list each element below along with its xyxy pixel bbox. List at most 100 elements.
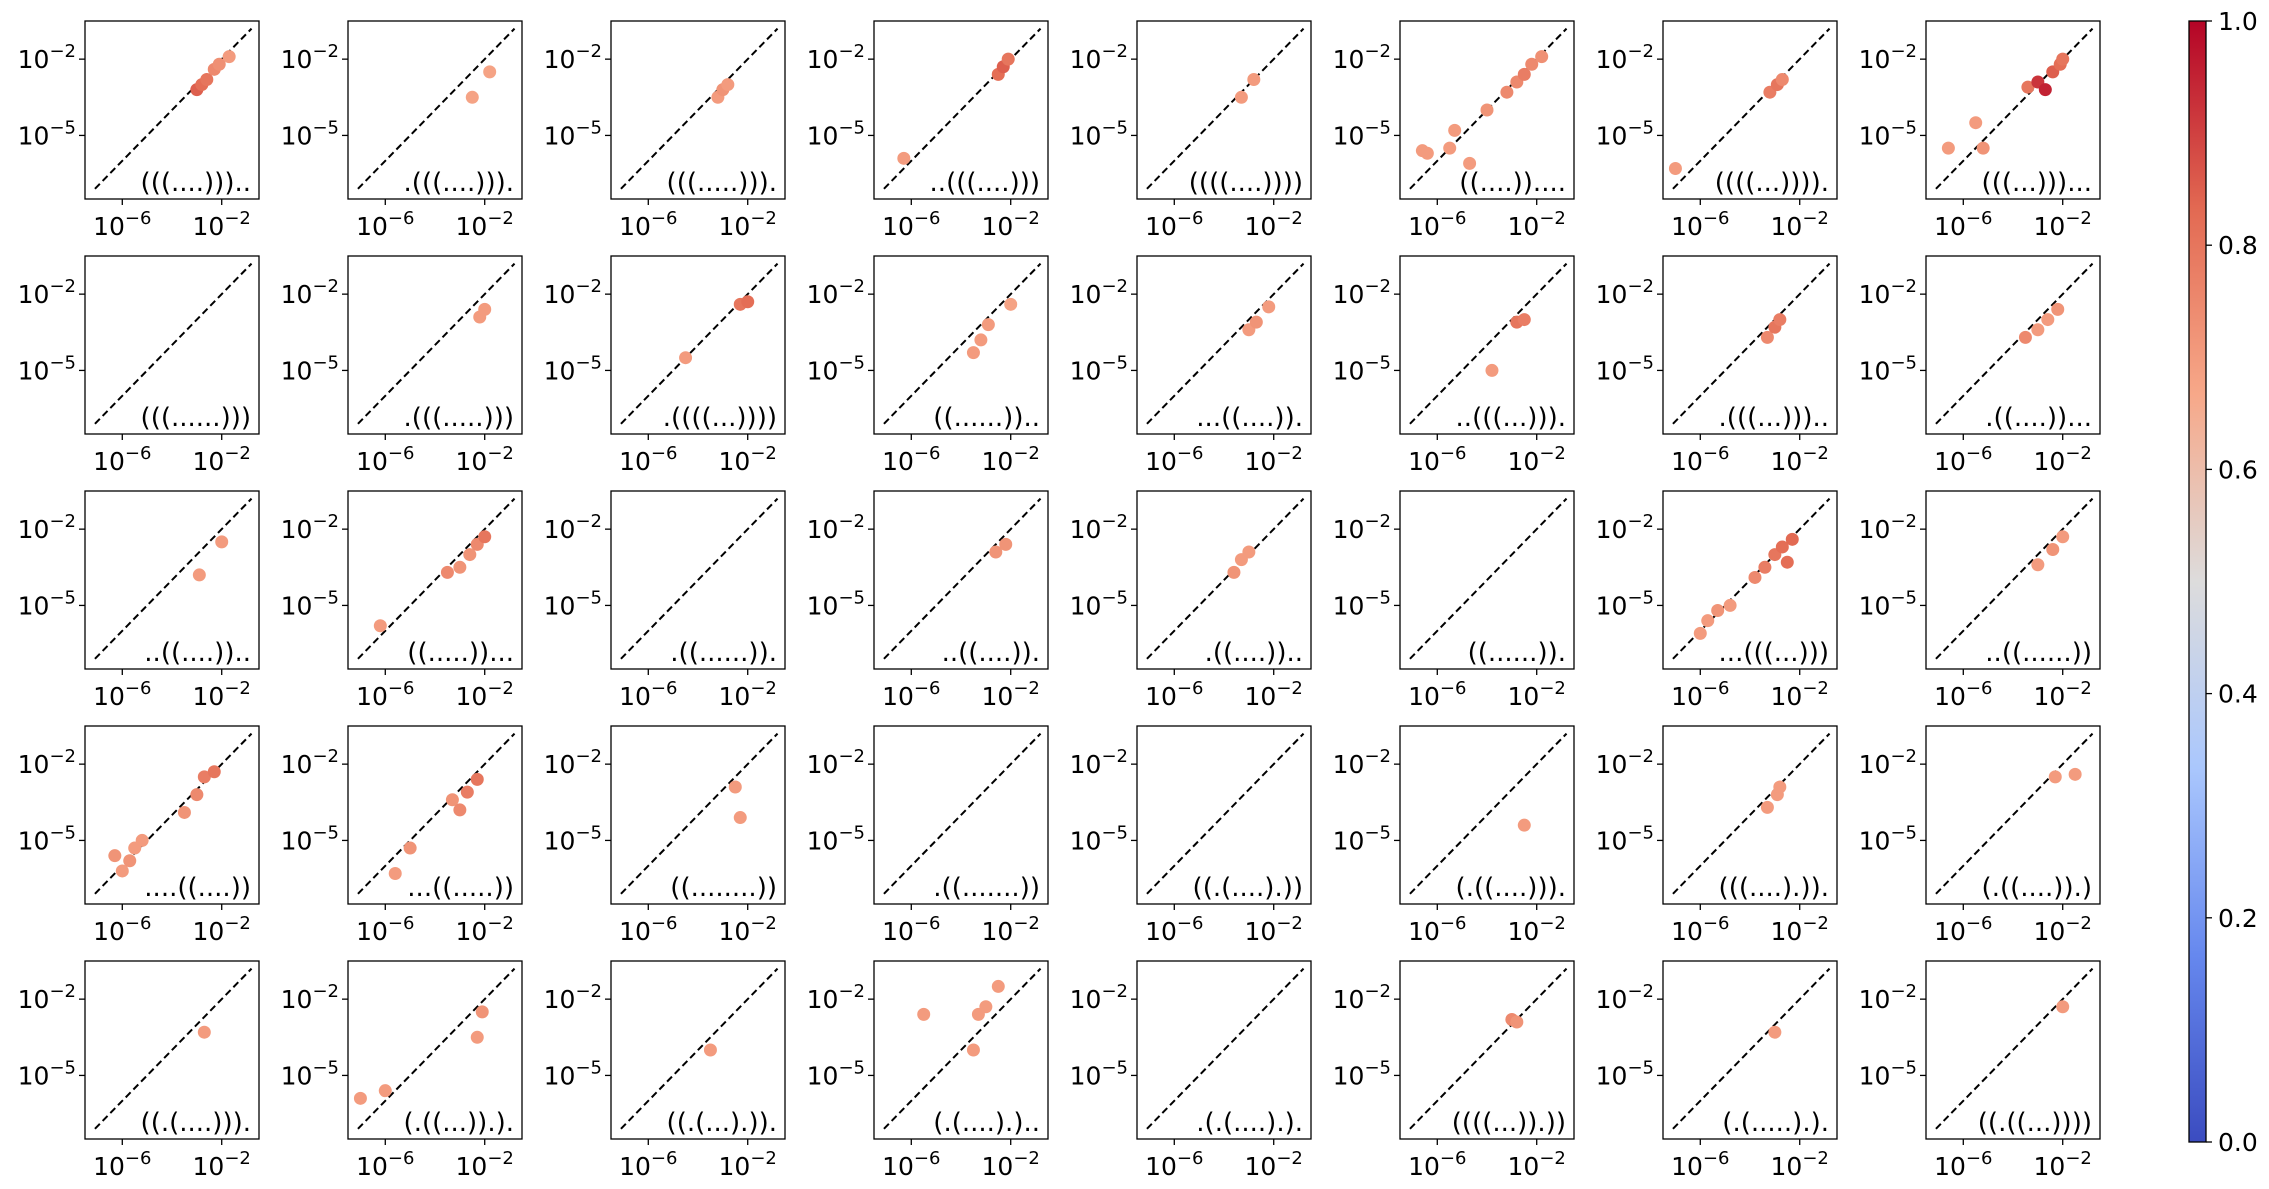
scatter-point	[1420, 146, 1434, 160]
structure-label: (.(....).)..	[933, 1108, 1040, 1138]
scatter-point	[1443, 141, 1457, 155]
x-tick-label: 10−6	[1408, 1148, 1466, 1181]
scatter-point	[1775, 72, 1789, 86]
scatter-point	[1517, 313, 1531, 327]
scatter-point	[2051, 302, 2065, 316]
scatter-point	[966, 346, 980, 360]
scatter-point	[2046, 542, 2060, 556]
diagonal-line	[620, 262, 779, 425]
diagonal-line	[1672, 732, 1831, 895]
diagonal-line	[1935, 497, 2094, 660]
diagonal-line	[357, 497, 516, 660]
scatter-point	[1500, 85, 1514, 99]
subplot-12: ((......)).. 10−6 10−2 10−2 10−5	[807, 255, 1049, 476]
subplot-4: ..(((....))) 10−6 10−2 10−2 10−5	[807, 20, 1049, 241]
y-tick-label: 10−5	[1333, 352, 1391, 385]
diagonal-line	[620, 497, 779, 660]
x-tick-label: 10−6	[1671, 913, 1729, 946]
y-tick-label: 10−5	[1333, 822, 1391, 855]
scatter-point	[463, 548, 477, 562]
diagonal-line	[1935, 967, 2094, 1130]
structure-label: ((.....))...	[407, 638, 514, 668]
diagonal-line	[1146, 27, 1305, 190]
scatter-point	[1510, 1015, 1524, 1029]
x-tick-label: 10−2	[2034, 208, 2092, 241]
x-tick-label: 10−2	[456, 678, 514, 711]
y-tick-label: 10−5	[1070, 822, 1128, 855]
scatter-point	[1969, 116, 1983, 130]
x-tick-label: 10−6	[1934, 913, 1992, 946]
x-tick-label: 10−6	[356, 1148, 414, 1181]
scatter-point	[478, 302, 492, 316]
diagonal-line	[1935, 262, 2094, 425]
scatter-point	[475, 1005, 489, 1019]
structure-label: .(((....))).	[404, 168, 514, 198]
scatter-point	[373, 619, 387, 633]
colorbar-tick-label: 0.6	[2218, 455, 2258, 484]
diagonal-line	[620, 27, 779, 190]
subplot-35: ((.(...).)). 10−6 10−2 10−2 10−5	[544, 960, 786, 1181]
scatter-point	[207, 765, 221, 779]
y-tick-label: 10−2	[1070, 511, 1128, 544]
diagonal-line	[357, 262, 516, 425]
structure-label: .(.(....).).	[1196, 1108, 1303, 1138]
y-tick-label: 10−5	[1333, 587, 1391, 620]
y-tick-label: 10−2	[1596, 511, 1654, 544]
y-tick-label: 10−2	[807, 41, 865, 74]
x-tick-label: 10−6	[1934, 208, 1992, 241]
y-tick-label: 10−5	[1333, 1057, 1391, 1090]
scatter-point	[1780, 555, 1794, 569]
y-tick-label: 10−2	[1070, 981, 1128, 1014]
x-tick-label: 10−6	[882, 443, 940, 476]
subplot-29: ((.(....).)) 10−6 10−2 10−2 10−5	[1070, 725, 1312, 946]
x-tick-label: 10−2	[1245, 678, 1303, 711]
colorbar-tick-label: 0.4	[2218, 680, 2258, 709]
scatter-point	[2041, 313, 2055, 327]
x-tick-label: 10−2	[719, 913, 777, 946]
subplot-7: ((((...)))). 10−6 10−2 10−2 10−5	[1596, 20, 1838, 241]
y-tick-label: 10−5	[18, 1057, 76, 1090]
diagonal-line	[94, 27, 253, 190]
structure-label: (.((....))).	[1456, 873, 1566, 903]
diagonal-line	[883, 497, 1042, 660]
scatter-point	[197, 1025, 211, 1039]
subplot-40: ((.((...)))) 10−6 10−2 10−2 10−5	[1859, 960, 2101, 1181]
x-tick-label: 10−2	[456, 443, 514, 476]
scatter-point	[115, 864, 129, 878]
scatter-point	[1758, 560, 1772, 574]
x-tick-label: 10−6	[1408, 443, 1466, 476]
diagonal-line	[1146, 732, 1305, 895]
y-tick-label: 10−2	[1596, 276, 1654, 309]
structure-label: ..(((....)))	[930, 168, 1040, 198]
y-tick-label: 10−2	[544, 746, 602, 779]
structure-label: ((......)).	[1468, 638, 1566, 668]
x-tick-label: 10−6	[356, 443, 414, 476]
subplot-39: (.(.....).). 10−6 10−2 10−2 10−5	[1596, 960, 1838, 1181]
scatter-point	[1517, 67, 1531, 81]
y-tick-label: 10−2	[1333, 41, 1391, 74]
x-tick-label: 10−2	[982, 208, 1040, 241]
scatter-point	[1535, 50, 1549, 64]
x-tick-label: 10−6	[882, 1148, 940, 1181]
subplot-36: (.(....).).. 10−6 10−2 10−2 10−5	[807, 960, 1049, 1181]
y-tick-label: 10−5	[1859, 587, 1917, 620]
x-tick-label: 10−2	[1245, 1148, 1303, 1181]
scatter-point	[212, 57, 226, 71]
scatter-point	[222, 50, 236, 64]
scatter-point	[721, 78, 735, 92]
scatter-point	[1693, 626, 1707, 640]
scatter-point	[453, 803, 467, 817]
scatter-point	[1463, 156, 1477, 170]
diagonal-line	[1672, 27, 1831, 190]
diagonal-line	[94, 262, 253, 425]
x-tick-label: 10−6	[93, 443, 151, 476]
x-tick-label: 10−2	[1771, 443, 1829, 476]
subplot-1: (((....))).. 10−6 10−2 10−2 10−5	[18, 20, 260, 241]
subplot-22: ((......)).10−6 10−2 10−2 10−5	[1333, 490, 1575, 711]
y-tick-label: 10−5	[544, 117, 602, 150]
colorbar: 0.0 0.2 0.4 0.6 0.8 1.0	[2188, 7, 2258, 1157]
scatter-point	[1247, 72, 1261, 86]
x-tick-label: 10−2	[1245, 208, 1303, 241]
subplot-5: ((((....)))) 10−6 10−2 10−2 10−5	[1070, 20, 1312, 241]
x-tick-label: 10−2	[193, 208, 251, 241]
